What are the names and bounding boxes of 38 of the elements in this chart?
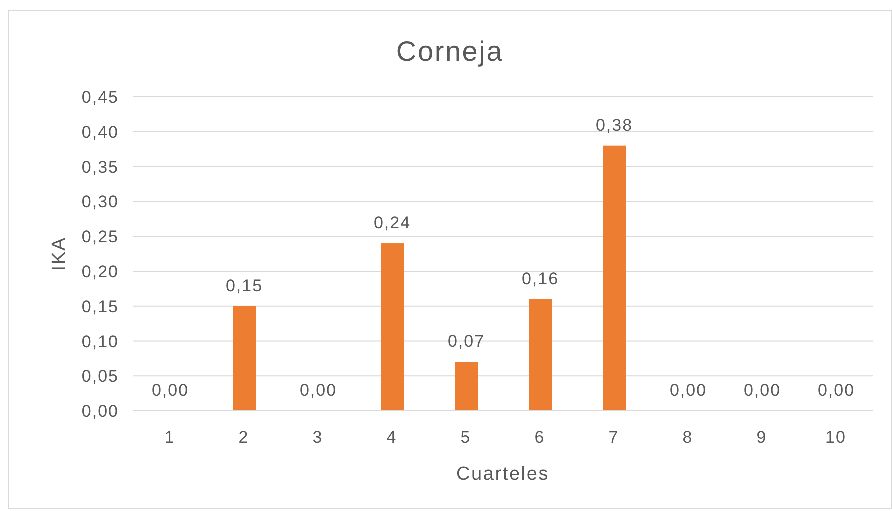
y-tick-label: 0,30 [82, 192, 119, 212]
data-label: 0,00 [818, 381, 856, 400]
x-axis-title: Cuarteles [455, 463, 551, 487]
chart-title: Corneja [395, 35, 505, 69]
bar [529, 299, 552, 411]
y-tick-label: 0,25 [82, 228, 119, 247]
data-label: 0,24 [374, 214, 412, 233]
bar [233, 306, 256, 411]
data-label: 0,00 [744, 381, 782, 400]
y-axis-title: IKA [48, 236, 71, 272]
data-label: 0,00 [670, 381, 708, 400]
x-tick-label: 4 [386, 428, 398, 448]
y-tick-label: 0,20 [82, 262, 119, 282]
y-tick-label: 0,45 [82, 88, 119, 108]
y-tick-label: 0,35 [82, 158, 119, 177]
bar [381, 244, 404, 411]
data-label: 0,15 [226, 276, 264, 296]
x-tick-label: 6 [534, 428, 546, 448]
y-tick-label: 0,15 [82, 297, 119, 316]
x-tick-label: 10 [826, 428, 846, 448]
data-label: 0,00 [152, 381, 190, 400]
x-tick-label: 9 [756, 428, 768, 448]
data-label: 0,16 [522, 269, 560, 288]
data-label: 0,07 [448, 332, 486, 352]
y-tick-label: 0,10 [82, 332, 119, 352]
y-tick-label: 0,00 [82, 402, 119, 422]
bar [603, 146, 626, 411]
x-tick-label: 7 [608, 428, 620, 448]
x-tick-label: 2 [238, 428, 250, 448]
x-tick-label: 8 [682, 428, 694, 448]
data-label: 0,00 [300, 381, 338, 400]
x-tick-label: 5 [460, 428, 472, 448]
y-tick-label: 0,40 [82, 122, 119, 142]
x-tick-label: 3 [312, 428, 324, 448]
x-tick-label: 1 [164, 428, 176, 448]
bar [455, 362, 478, 411]
y-tick-label: 0,05 [82, 367, 119, 386]
data-label: 0,38 [596, 116, 634, 135]
